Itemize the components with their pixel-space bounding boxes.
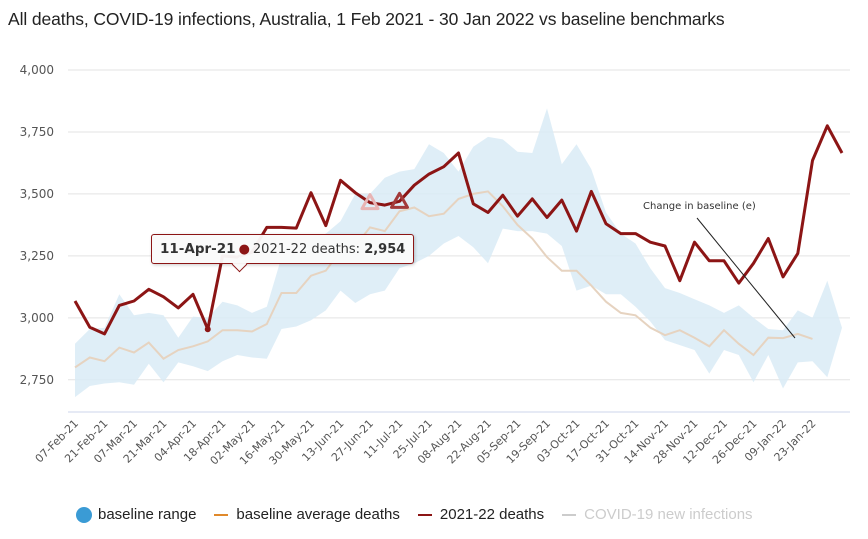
- deaths-line: [73, 124, 844, 336]
- triangle-marker: [390, 191, 409, 209]
- baseline-average-line: [74, 190, 813, 369]
- y-tick-label: 3,000: [20, 311, 54, 325]
- legend-swatch-baseline-average: [214, 513, 229, 516]
- tooltip: 11-Apr-21 ● 2021-22 deaths: 2,954: [151, 234, 415, 264]
- y-tick-label: 3,750: [20, 125, 54, 139]
- annotation-label: Change in baseline (e): [643, 201, 756, 212]
- triangle-marker: [360, 193, 380, 211]
- legend-label: baseline average deaths: [236, 506, 400, 523]
- baseline-average-path: [74, 190, 813, 369]
- legend: baseline range baseline average deaths 2…: [76, 506, 771, 523]
- y-tick-label: 4,000: [20, 63, 54, 77]
- legend-label: COVID-19 new infections: [584, 506, 753, 523]
- tooltip-series-dot: ●: [238, 242, 250, 257]
- tooltip-value: 2,954: [364, 242, 406, 257]
- chart-title: All deaths, COVID-19 infections, Austral…: [8, 9, 725, 29]
- legend-swatch-baseline-range: [76, 506, 92, 523]
- x-axis: 07-Feb-2121-Feb-2107-Mar-2121-Mar-2104-A…: [33, 417, 819, 468]
- legend-item-baseline-average[interactable]: baseline average deaths: [214, 506, 400, 523]
- y-axis: 2,750 3,000 3,250 3,500 3,750 4,000: [20, 63, 54, 387]
- legend-swatch-deaths: [417, 513, 432, 516]
- hover-point: [204, 326, 211, 333]
- deaths-path: [73, 124, 844, 336]
- annotation-pointer-line: [696, 217, 796, 339]
- legend-item-deaths[interactable]: 2021-22 deaths: [417, 506, 545, 523]
- legend-item-baseline-range[interactable]: baseline range: [76, 506, 196, 523]
- y-tick-label: 2,750: [20, 373, 54, 387]
- markers: [204, 191, 409, 333]
- tooltip-date: 11-Apr-21: [160, 241, 236, 257]
- legend-item-covid-infections[interactable]: COVID-19 new infections: [562, 506, 753, 523]
- legend-label: 2021-22 deaths: [439, 506, 545, 523]
- y-tick-label: 3,250: [20, 249, 54, 263]
- y-tick-label: 3,500: [20, 187, 54, 201]
- legend-swatch-covid-infections: [562, 513, 577, 516]
- tooltip-series-label: 2021-22 deaths:: [252, 242, 361, 257]
- annotation: Change in baseline (e): [643, 201, 796, 339]
- legend-label: baseline range: [98, 506, 197, 523]
